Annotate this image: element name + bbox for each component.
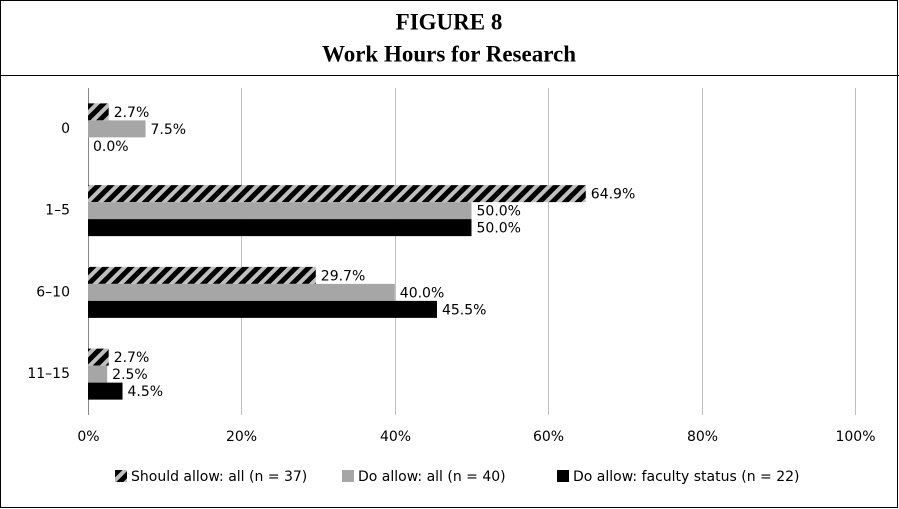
y-tick-label: 0: [61, 121, 70, 137]
label-bg: [111, 350, 152, 364]
legend-label: Should allow: all (n = 37): [131, 469, 307, 485]
legend-label: Do allow: faculty status (n = 22): [573, 469, 799, 485]
legend-swatch: [557, 470, 569, 482]
label-bg: [474, 221, 523, 235]
label-bg: [397, 285, 447, 299]
value-label: 40.0%: [400, 285, 444, 301]
value-label: 4.5%: [128, 384, 164, 400]
value-label: 2.7%: [114, 105, 150, 121]
x-tick-label: 100%: [835, 429, 875, 445]
x-tick-label: 0%: [77, 429, 99, 445]
value-label: 50.0%: [477, 221, 521, 237]
x-tick-label: 40%: [380, 429, 411, 445]
value-label: 2.7%: [114, 350, 150, 366]
value-label: 45.5%: [442, 302, 486, 318]
x-tick-label: 60%: [533, 429, 564, 445]
bar: [88, 266, 316, 284]
value-label: 64.9%: [591, 187, 635, 203]
label-bg: [125, 384, 166, 398]
y-tick-label: 1–5: [45, 203, 70, 219]
x-tick-label: 80%: [687, 429, 718, 445]
value-label: 29.7%: [321, 268, 365, 284]
label-bg: [588, 187, 638, 201]
label-bg: [91, 139, 131, 153]
bar: [88, 382, 123, 400]
legend-swatch: [115, 470, 127, 482]
x-tick-label: 20%: [226, 429, 257, 445]
legend-swatch: [342, 470, 354, 482]
label-bg: [318, 268, 368, 282]
bar: [88, 283, 395, 301]
bar: [88, 219, 472, 237]
bar: [88, 202, 472, 220]
label-bg: [474, 204, 523, 218]
chart-subtitle: Work Hours for Research: [322, 41, 576, 66]
y-tick-label: 11–15: [27, 366, 70, 382]
value-label: 0.0%: [93, 139, 129, 155]
label-bg: [148, 122, 189, 136]
bar: [88, 300, 437, 318]
bar: [88, 120, 146, 138]
label-bg: [111, 105, 152, 119]
label-bg: [439, 302, 489, 316]
bar: [88, 365, 108, 383]
y-tick-label: 6–10: [36, 284, 70, 300]
value-label: 7.5%: [151, 122, 187, 138]
bar: [88, 103, 109, 121]
bar: [88, 348, 109, 366]
bar: [88, 185, 586, 203]
value-label: 2.5%: [112, 367, 148, 383]
chart-title: FIGURE 8: [396, 9, 503, 34]
legend-label: Do allow: all (n = 40): [358, 469, 506, 485]
label-bg: [110, 367, 150, 381]
value-label: 50.0%: [477, 204, 521, 220]
